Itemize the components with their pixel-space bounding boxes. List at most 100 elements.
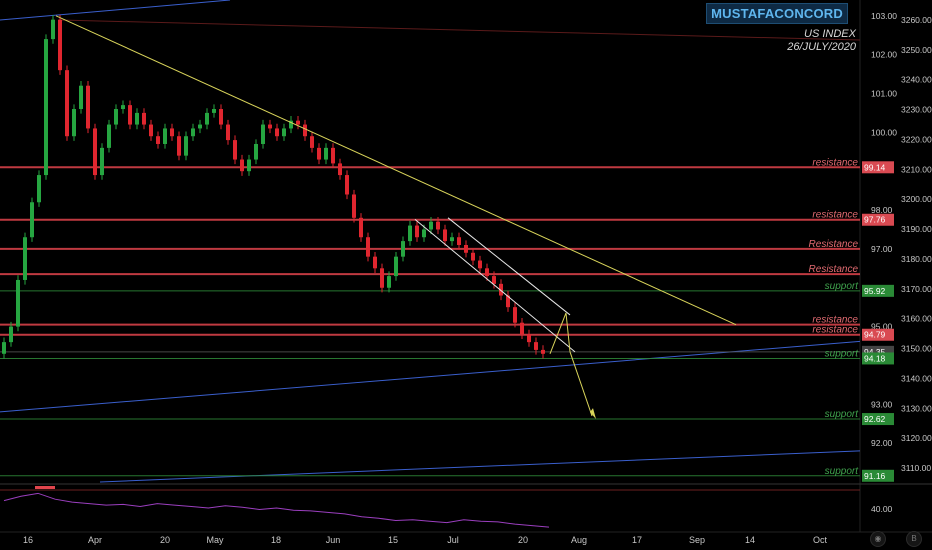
candle-body bbox=[352, 194, 356, 218]
candle-body bbox=[450, 237, 454, 242]
eye-icon[interactable]: ◉ bbox=[870, 531, 886, 547]
level-label: resistance bbox=[812, 157, 858, 168]
candle-body bbox=[233, 140, 237, 160]
candle-body bbox=[457, 237, 461, 245]
price-tag-background bbox=[862, 284, 894, 297]
price-tag-background bbox=[862, 213, 894, 226]
price-tag: 94.79 bbox=[864, 330, 886, 340]
candle-body bbox=[478, 260, 482, 269]
right-axis-tick: 3230.00 bbox=[901, 105, 932, 115]
candle-body bbox=[100, 147, 104, 176]
candle-body bbox=[163, 128, 167, 144]
right-axis-tick: 3180.00 bbox=[901, 254, 932, 264]
candle-body bbox=[191, 128, 195, 137]
candle-body bbox=[373, 256, 377, 269]
x-axis-tick: Aug bbox=[571, 535, 587, 545]
candle-body bbox=[443, 229, 447, 242]
x-axis-tick: Oct bbox=[813, 535, 828, 545]
candle-body bbox=[9, 326, 13, 343]
candle-body bbox=[205, 112, 209, 125]
candle-body bbox=[177, 136, 181, 156]
right-axis-tick: 3110.00 bbox=[901, 463, 931, 473]
candle-body bbox=[275, 128, 279, 137]
channel-lower bbox=[447, 217, 571, 316]
right-axis-tick: 3150.00 bbox=[901, 344, 932, 354]
channel-upper bbox=[414, 218, 576, 353]
right-axis-tick: 3190.00 bbox=[901, 224, 932, 234]
candle-body bbox=[366, 237, 370, 257]
channel-line-lower bbox=[0, 340, 861, 413]
x-axis-tick: Jun bbox=[326, 535, 341, 545]
candle-body bbox=[212, 109, 216, 113]
x-axis-tick: 20 bbox=[160, 535, 170, 545]
candle-body bbox=[44, 39, 48, 176]
price-tag-background bbox=[862, 328, 894, 341]
level-label: resistance bbox=[812, 315, 858, 326]
x-axis-tick: 14 bbox=[745, 535, 755, 545]
candle-body bbox=[128, 105, 132, 125]
candle-body bbox=[51, 19, 55, 40]
left-axis-tick: 101.00 bbox=[871, 88, 897, 98]
left-axis-tick: 95.00 bbox=[871, 322, 893, 332]
candle-body bbox=[282, 128, 286, 137]
watermark-badge: MUSTAFACONCORD bbox=[706, 3, 848, 24]
candle-body bbox=[310, 136, 314, 148]
candle-body bbox=[184, 136, 188, 156]
candle-body bbox=[23, 237, 27, 280]
level-label: Resistance bbox=[809, 239, 859, 250]
candle-body bbox=[471, 252, 475, 261]
faint-trendline bbox=[59, 19, 861, 41]
candle-body bbox=[121, 105, 125, 110]
right-axis-tick: 3200.00 bbox=[901, 194, 932, 204]
price-tag: 99.14 bbox=[864, 162, 886, 172]
candle-body bbox=[219, 109, 223, 125]
price-tag: 94.18 bbox=[864, 353, 886, 363]
candle-body bbox=[247, 159, 251, 172]
candle-body bbox=[2, 342, 6, 354]
candle-body bbox=[436, 221, 440, 230]
x-axis-tick: 17 bbox=[632, 535, 642, 545]
candle-body bbox=[289, 120, 293, 129]
right-axis-tick: 3260.00 bbox=[901, 15, 932, 25]
candle-body bbox=[324, 147, 328, 160]
candle-body bbox=[156, 136, 160, 144]
candle-body bbox=[415, 225, 419, 238]
rsi-line bbox=[3, 492, 550, 528]
candle-body bbox=[16, 279, 20, 327]
left-axis-tick: 102.00 bbox=[871, 50, 897, 60]
channel-line-bottom bbox=[99, 450, 861, 483]
level-label: Resistance bbox=[809, 264, 859, 275]
candle-body bbox=[380, 268, 384, 288]
candle-body bbox=[149, 124, 153, 137]
candle-body bbox=[387, 276, 391, 288]
price-tag: 95.92 bbox=[864, 286, 886, 296]
price-tag-background bbox=[862, 161, 894, 174]
x-axis-tick: May bbox=[206, 535, 224, 545]
candle-body bbox=[401, 241, 405, 257]
right-axis-tick: 3130.00 bbox=[901, 403, 932, 413]
price-tag: 92.62 bbox=[864, 414, 886, 424]
candle-body bbox=[499, 283, 503, 296]
candle-body bbox=[317, 147, 321, 160]
level-label: support bbox=[825, 466, 860, 477]
log-scale-icon[interactable]: B bbox=[906, 531, 922, 547]
candle-body bbox=[345, 175, 349, 195]
right-axis-tick: 3220.00 bbox=[901, 134, 932, 144]
x-axis-tick: 20 bbox=[518, 535, 528, 545]
right-axis-tick: 3160.00 bbox=[901, 314, 932, 324]
price-tag-background bbox=[862, 413, 894, 426]
x-axis-tick: Apr bbox=[88, 535, 102, 545]
candle-body bbox=[37, 175, 41, 203]
candle-body bbox=[93, 128, 97, 176]
level-label: resistance bbox=[812, 325, 858, 336]
candle-body bbox=[268, 124, 272, 129]
projection-arrow bbox=[569, 351, 593, 417]
candle-body bbox=[261, 124, 265, 144]
candle-body bbox=[296, 120, 300, 125]
subtitle-line-index: US INDEX bbox=[804, 28, 856, 40]
chart-subtitle: US INDEX 26/JULY/2020 bbox=[787, 28, 856, 54]
level-label: support bbox=[825, 348, 860, 359]
price-tag: 97.76 bbox=[864, 215, 886, 225]
candle-body bbox=[86, 85, 90, 129]
left-axis-tick: 92.00 bbox=[871, 438, 893, 448]
